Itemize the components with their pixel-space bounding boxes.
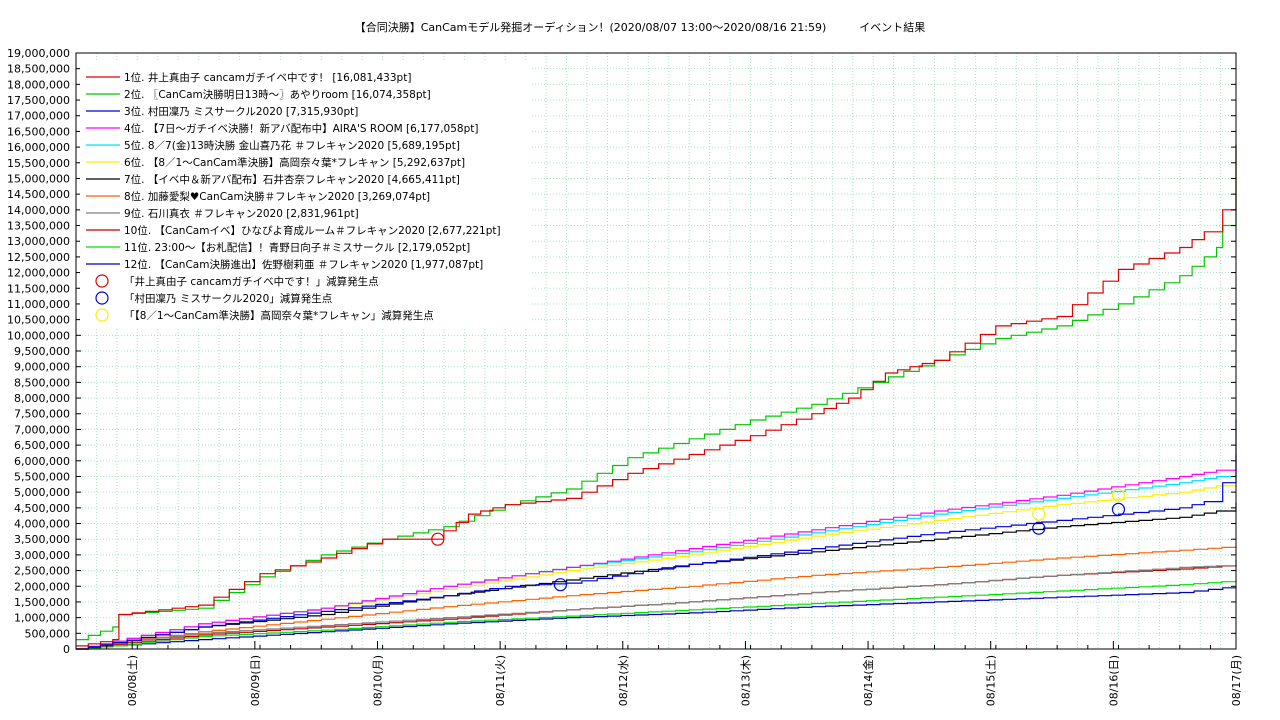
legend-label: 6位. 【8／1〜CanCam準決勝】高岡奈々葉*フレキャン [5,292,63… [124, 156, 465, 169]
y-tick-label: 14,500,000 [7, 188, 70, 201]
legend-label: 4位. 【7日〜ガチイベ決勝！新アバ配布中】AIRA'S ROOM [6,177… [124, 122, 478, 135]
x-tick-label: 08/09(日) [249, 655, 262, 706]
y-tick-label: 4,000,000 [14, 518, 70, 531]
legend-label: 10位. 【CanCamイベ】ひなぴよ育成ルーム＃フレキャン2020 [2,67… [124, 224, 501, 237]
legend-marker-swatch [95, 274, 109, 288]
x-tick-label: 08/15(土) [985, 655, 998, 706]
y-tick-label: 7,000,000 [14, 423, 70, 436]
series-line [76, 546, 1237, 650]
y-tick-label: 8,500,000 [14, 376, 70, 389]
decrease-marker [1032, 521, 1046, 535]
legend: 1位. 井上真由子 cancamガチイベ中です！ [16,081,433pt] 2… [80, 62, 530, 328]
y-tick-label: 2,500,000 [14, 565, 70, 578]
y-tick-label: 1,000,000 [14, 612, 70, 625]
y-tick-label: 19,000,000 [7, 47, 70, 60]
y-tick-label: 1,500,000 [14, 596, 70, 609]
y-tick-label: 0 [63, 643, 70, 656]
x-tick-label: 08/08(土) [126, 655, 139, 706]
series-line [76, 455, 1237, 650]
series-line [76, 587, 1237, 650]
x-tick-label: 08/17(月) [1230, 655, 1243, 706]
y-tick-label: 10,000,000 [7, 329, 70, 342]
decrease-marker [431, 532, 445, 546]
legend-label: 9位. 石川真衣 ＃フレキャン2020 [2,831,961pt] [124, 207, 359, 220]
y-tick-label: 16,500,000 [7, 125, 70, 138]
legend-label: 11位. 23:00〜【お札配信】！青野日向子＃ミスサークル [2,179,05… [124, 241, 470, 254]
y-tick-label: 18,000,000 [7, 78, 70, 91]
decrease-marker [1032, 507, 1046, 521]
legend-label: 5位. 8／7(金)13時決勝 金山喜乃花 ＃フレキャン2020 [5,689,… [124, 139, 460, 152]
y-tick-label: 9,000,000 [14, 361, 70, 374]
x-tick-label: 08/12(水) [617, 655, 630, 706]
legend-label: 12位. 【CanCam決勝進出】佐野樹莉亜 ＃フレキャン2020 [1,977… [124, 258, 483, 271]
y-tick-label: 11,500,000 [7, 282, 70, 295]
legend-marker-swatch [95, 308, 109, 322]
y-tick-label: 12,500,000 [7, 251, 70, 264]
legend-label: 1位. 井上真由子 cancamガチイベ中です！ [16,081,433pt] [124, 71, 411, 84]
y-tick-label: 3,000,000 [14, 549, 70, 562]
y-tick-label: 5,500,000 [14, 470, 70, 483]
markers [431, 488, 1126, 592]
decrease-marker [1111, 488, 1126, 502]
y-tick-label: 16,000,000 [7, 141, 70, 154]
y-tick-label: 8,000,000 [14, 392, 70, 405]
y-tick-label: 6,000,000 [14, 455, 70, 468]
y-tick-label: 9,500,000 [14, 345, 70, 358]
decrease-marker [553, 578, 568, 592]
legend-label: 3位. 村田凜乃 ミスサークル2020 [7,315,930pt] [124, 105, 358, 118]
y-tick-label: 17,000,000 [7, 110, 70, 123]
y-tick-label: 13,000,000 [7, 235, 70, 248]
x-axis: 08/08(土) 08/09(日) 08/10(月) 08/11(火) 08/12(水)… [75, 641, 1243, 706]
y-tick-label: 11,000,000 [7, 298, 70, 311]
y-tick-label: 6,500,000 [14, 439, 70, 452]
y-tick-label: 4,500,000 [14, 502, 70, 515]
y-tick-label: 7,500,000 [14, 408, 70, 421]
legend-label: 「【8／1〜CanCam準決勝】高岡奈々葉*フレキャン」減算発生点 [124, 309, 434, 322]
y-tick-label: 15,000,000 [7, 172, 70, 185]
y-axis: 0 500,000 1,000,000 1,500,000 2,000,000 2,500… [7, 47, 1236, 656]
legend-label: 8位. 加藤愛梨♥CanCam決勝＃フレキャン2020 [3,269,074pt… [124, 190, 430, 203]
chart-title: 【合同決勝】CanCamモデル発掘オーディション！(2020/08/07 13:… [354, 21, 926, 34]
y-tick-label: 2,000,000 [14, 580, 70, 593]
legend-box [80, 62, 530, 328]
y-tick-label: 13,500,000 [7, 220, 70, 233]
legend-label: 7位. 【イベ中＆新アバ配布】石井杏奈フレキャン2020 [4,665,411p… [124, 173, 460, 186]
x-tick-label: 08/13(木) [739, 655, 752, 706]
y-tick-label: 500,000 [25, 627, 71, 640]
series-line [76, 580, 1237, 650]
y-tick-label: 12,000,000 [7, 267, 70, 280]
legend-label: 「井上真由子 cancamガチイベ中です！」減算発生点 [124, 275, 379, 288]
series-line [76, 144, 1237, 641]
y-tick-label: 14,000,000 [7, 204, 70, 217]
y-tick-label: 5,000,000 [14, 486, 70, 499]
x-tick-label: 08/14(金) [861, 655, 875, 706]
series-lines [76, 144, 1237, 650]
legend-label: 2位. 〖CanCam決勝明日13時〜〗あやりroom [16,074,358p… [124, 88, 431, 101]
legend-label: 「村田凜乃 ミスサークル2020」減算発生点 [124, 292, 332, 305]
y-tick-label: 15,500,000 [7, 157, 70, 170]
legend-marker-swatch [95, 291, 109, 305]
decrease-marker [1111, 502, 1126, 517]
x-tick-label: 08/16(日) [1107, 655, 1120, 706]
y-tick-label: 18,500,000 [7, 63, 70, 76]
x-tick-label: 08/11(火) [494, 655, 507, 706]
y-tick-label: 10,500,000 [7, 314, 70, 327]
series-line [76, 144, 1237, 647]
series-line [76, 560, 1237, 650]
y-tick-label: 17,500,000 [7, 94, 70, 107]
y-tick-label: 3,500,000 [14, 533, 70, 546]
x-tick-label: 08/10(月) [371, 655, 384, 706]
